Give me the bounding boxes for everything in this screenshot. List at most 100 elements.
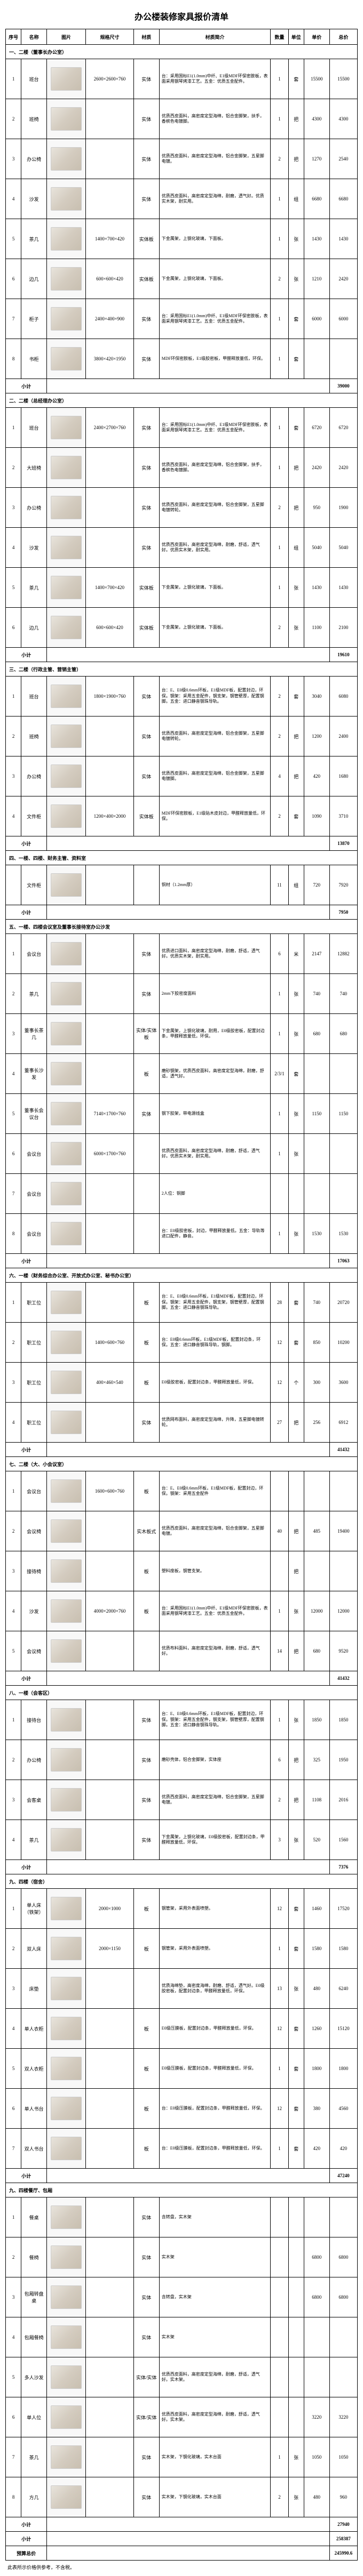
table-row: 2大班椅实体优质西皮面料，高密度定型海绵，铝合金脚架，扶手，香槟色电镀脚。1把2… [6,448,358,488]
product-image-placeholder [51,416,82,439]
data-cell: 15500 [329,59,357,99]
product-image-placeholder [51,2245,82,2269]
section-header: 二、二楼（总经理办公室） [6,393,358,408]
product-image-cell [47,59,86,99]
col-header: 材质 [133,29,159,45]
data-cell: 实体 [133,448,159,488]
data-cell: 40 [271,1511,288,1551]
data-cell: 单人床（铁架） [21,1889,47,1929]
data-cell: 1580 [329,1929,357,1969]
product-image-cell [47,139,86,179]
product-image-cell [47,488,86,528]
data-cell: 11 [271,865,288,905]
data-cell: 实体 [133,2237,159,2277]
data-cell: 520 [304,1820,329,1860]
table-row: 7会议台2人位：铜脚 [6,1174,358,1214]
product-image-placeholder [51,267,82,291]
section-header: 五、一楼、四楼会议室及董事长接待室办公沙发 [6,920,358,934]
product-image-placeholder [51,456,82,479]
data-cell: 1 [271,1929,288,1969]
data-cell: 5 [6,2357,21,2397]
desc-cell: 铜材（1.2mm厚） [159,865,271,905]
data-cell: 5 [6,2049,21,2089]
data-cell: 职工位 [21,1363,47,1403]
data-cell: 实体 [133,99,159,139]
page-title: 办公楼装修家具报价清单 [5,10,358,22]
product-image-cell [47,408,86,448]
data-cell: 实体/实体 [133,2357,159,2397]
data-cell: 实体板 [133,568,159,608]
table-row: 4董事长沙发板磨砂钢架，优质西皮面料，高密度定型海绵，耐磨，舒适，透气好。2/3… [6,1054,358,1094]
product-image-cell [47,2437,86,2477]
desc-cell: 优质布料面料，高密度定型海绵，耐磨，舒适，透气好。 [159,1631,271,1671]
data-cell: 12 [271,2089,288,2129]
data-cell: 2 [271,488,288,528]
product-image-placeholder [51,536,82,559]
data-cell: 职工位 [21,1403,47,1443]
section-header: 四、一楼、四楼、财务主管、资料室 [6,851,358,865]
data-cell: 班椅 [21,717,47,756]
data-cell: 把 [288,1740,304,1780]
data-cell: 1 [6,59,21,99]
data-cell: 7920 [329,865,357,905]
subtotal-row: 小计7950 [6,905,358,920]
data-cell [133,1631,159,1671]
data-cell: 1 [271,1134,288,1174]
data-cell: 1270 [304,139,329,179]
data-cell: 组 [288,528,304,568]
subtotal-row: 小计39000 [6,379,358,393]
table-row: 4沙发4000×2000×760板台：采用国标E1(1.0mm)中纤、E1级MD… [6,1591,358,1631]
data-cell: 4 [6,1591,21,1631]
data-cell: 6000 [304,299,329,339]
data-cell: 2 [271,796,288,836]
data-cell: 740 [304,974,329,1014]
product-image-cell [47,1969,86,2009]
data-cell: 3 [6,1551,21,1591]
data-cell: 3 [6,1780,21,1820]
data-cell: 文件柜 [21,865,47,905]
data-cell: 6720 [304,408,329,448]
data-cell: 1090 [304,796,329,836]
table-row: 6边几600×600×420实体板下金属架，上钢化玻璃，下面板。2张110021… [6,608,358,648]
data-cell: 2420 [304,448,329,488]
data-cell: 2 [271,259,288,299]
data-cell [86,756,134,796]
data-cell [86,1780,134,1820]
desc-cell: 台：采用国标E1(1.0mm)中纤、E1级MDF环保密胺板，表面采用钢琴烤漆工艺… [159,299,271,339]
product-image-cell [47,2009,86,2049]
data-cell [86,2197,134,2237]
desc-cell: 优质海绵垫，高密度海绵，耐磨、舒适，透气好。E0级胶密板，配置封边条，甲醛释放量… [159,1969,271,2009]
desc-cell: 台：采用国标E1(1.0mm)中纤、E1级MDF环保密胺板，表面采用钢琴烤漆工艺… [159,1591,271,1631]
data-cell: 600×600×420 [86,608,134,648]
table-row: 3床垫优质海绵垫，高密度海绵，耐磨、舒适，透气好。E0级胶密板，配置封边条，甲醛… [6,1969,358,2009]
data-cell: 3600 [329,1363,357,1403]
data-cell [288,1174,304,1214]
data-cell: 5040 [304,528,329,568]
product-image-cell [47,1134,86,1174]
product-image-cell [47,339,86,379]
data-cell: 2 [6,1740,21,1780]
desc-cell: 优质西皮面料，高密度定型海绵，耐磨，舒适，透气好。优质实木架，耐实用。 [159,528,271,568]
data-cell: 1400×600×760 [86,1323,134,1363]
col-header: 总价 [329,29,357,45]
data-cell: 1 [271,219,288,259]
data-cell: 2420 [329,259,357,299]
subtotal-row: 小计17063 [6,1254,358,1268]
data-cell: 2600×2600×760 [86,59,134,99]
data-cell: 2 [6,448,21,488]
data-cell [86,1969,134,2009]
data-cell: 1530 [304,1214,329,1254]
desc-cell: E0级压膜板，配置封边条，甲醛释放量低，环保。 [159,2009,271,2049]
data-cell: 6720 [329,408,357,448]
data-cell [86,2437,134,2477]
data-cell: 1 [271,448,288,488]
data-cell: 板 [133,1591,159,1631]
desc-cell: 台：E、E0级0.6mm环板，E1级MDF板，配置封边，环保。钢架：采用五金配件… [159,1700,271,1740]
data-cell: 实体 [133,179,159,219]
data-cell: 实体 [133,2317,159,2357]
product-image-placeholder [51,685,82,708]
desc-cell: 磨砂钢架，优质西皮面料，高密度定型海绵，耐磨，舒适，透气好。 [159,1054,271,1094]
data-cell: 实体 [133,974,159,1014]
data-cell: 2147 [304,934,329,974]
table-row: 5多人沙发实体/实体优质西皮面料，高密度定型海绵，耐磨，舒适，透气好。实木架。 [6,2357,358,2397]
